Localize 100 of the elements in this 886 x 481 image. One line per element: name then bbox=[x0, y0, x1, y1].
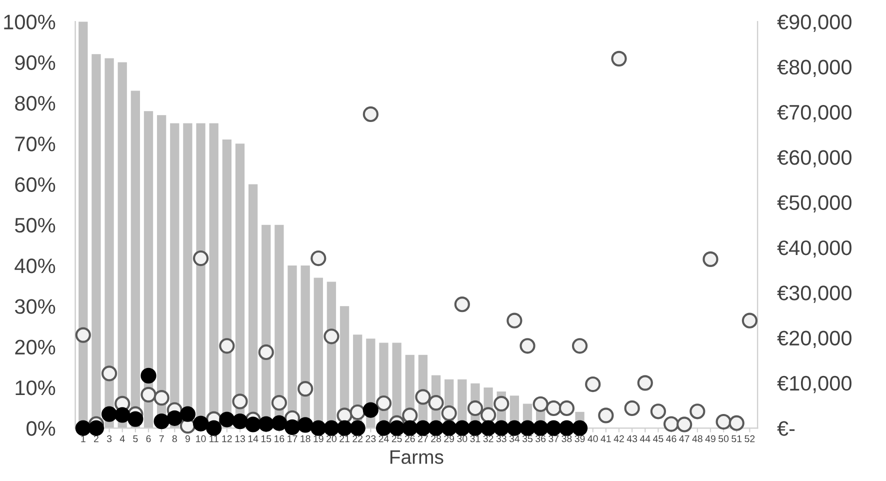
x-tick-label: 3 bbox=[106, 435, 112, 442]
x-tick-label: 27 bbox=[418, 435, 428, 442]
y-tick-label: 70% bbox=[15, 136, 56, 152]
point bbox=[232, 414, 248, 430]
x-tick-label: 34 bbox=[509, 435, 520, 442]
point bbox=[298, 380, 314, 397]
point bbox=[716, 414, 732, 430]
x-tick-label: 2 bbox=[94, 435, 98, 442]
x-tick-label: 16 bbox=[274, 435, 284, 442]
x-tick-label: 36 bbox=[536, 435, 546, 442]
point bbox=[362, 106, 378, 122]
x-tick-label: 20 bbox=[326, 435, 336, 442]
x-axis-title: Farms bbox=[390, 450, 444, 464]
point bbox=[690, 404, 706, 420]
point bbox=[128, 411, 144, 427]
point bbox=[428, 420, 444, 436]
point bbox=[520, 338, 536, 354]
x-tick-label: 14 bbox=[248, 435, 258, 442]
point bbox=[245, 416, 261, 432]
point bbox=[546, 420, 562, 436]
point bbox=[558, 400, 575, 416]
point bbox=[520, 420, 536, 436]
point bbox=[140, 386, 156, 402]
x-tick-label: 30 bbox=[457, 435, 468, 442]
x-tick-label: 15 bbox=[261, 435, 272, 442]
y-tick-label: 100% bbox=[4, 14, 56, 30]
point bbox=[298, 417, 314, 433]
point bbox=[441, 405, 457, 421]
point bbox=[663, 416, 680, 432]
point bbox=[75, 420, 91, 436]
point bbox=[219, 338, 235, 354]
point bbox=[441, 420, 457, 436]
x-tick-label: 32 bbox=[483, 435, 494, 442]
point bbox=[506, 420, 522, 436]
point bbox=[192, 416, 209, 432]
point bbox=[532, 420, 548, 436]
x-tick-label: 49 bbox=[705, 435, 716, 442]
x-tick-label: 22 bbox=[352, 435, 363, 442]
point bbox=[180, 406, 196, 422]
point bbox=[232, 394, 248, 410]
point bbox=[728, 415, 744, 431]
x-tick-label: 7 bbox=[159, 435, 164, 442]
point bbox=[166, 410, 182, 426]
x-tick-label: 44 bbox=[640, 435, 650, 442]
x-tick-label: 11 bbox=[210, 435, 218, 442]
y-tick-label: 90% bbox=[15, 55, 56, 70]
x-tick-label: 1 bbox=[81, 435, 86, 442]
point bbox=[572, 338, 588, 354]
point bbox=[310, 420, 326, 436]
point bbox=[598, 408, 614, 424]
point bbox=[271, 394, 288, 411]
x-tick-label: 37 bbox=[548, 435, 559, 442]
y-tick-label: 50% bbox=[15, 218, 56, 233]
x-tick-label: 45 bbox=[653, 435, 664, 442]
point bbox=[637, 375, 653, 391]
point bbox=[650, 404, 666, 420]
x-tick-label: 46 bbox=[666, 435, 676, 442]
point bbox=[572, 420, 588, 436]
x-tick-label: 17 bbox=[288, 435, 298, 442]
x-tick-label: 29 bbox=[444, 435, 454, 442]
point bbox=[402, 420, 418, 436]
point bbox=[376, 395, 392, 412]
y-tick-label: 40% bbox=[14, 258, 56, 274]
point bbox=[428, 394, 444, 411]
y-tick-label: 60% bbox=[15, 177, 56, 192]
x-tick-label: 39 bbox=[574, 435, 585, 442]
y-tick-label: 10% bbox=[16, 380, 56, 396]
y2-tick-label: €70,000 bbox=[777, 104, 852, 122]
bar bbox=[104, 58, 114, 428]
y2-tick-label: €60,000 bbox=[777, 150, 852, 168]
x-tick-label: 5 bbox=[133, 435, 138, 442]
point bbox=[140, 368, 156, 384]
point bbox=[336, 420, 352, 436]
point bbox=[271, 415, 288, 431]
point bbox=[742, 312, 758, 328]
y-tick-label: 80% bbox=[15, 96, 56, 111]
point bbox=[258, 344, 274, 360]
x-tick-label: 35 bbox=[522, 435, 533, 442]
bar bbox=[118, 62, 127, 428]
x-tick-label: 25 bbox=[392, 435, 402, 442]
point bbox=[480, 407, 496, 423]
x-tick-label: 6 bbox=[146, 435, 151, 442]
x-tick-label: 51 bbox=[732, 435, 742, 442]
point bbox=[415, 389, 431, 405]
y-tick-label: 30% bbox=[14, 299, 56, 314]
x-tick-label: 26 bbox=[404, 435, 415, 442]
x-tick-label: 28 bbox=[431, 435, 442, 442]
x-tick-label: 18 bbox=[300, 435, 310, 442]
point bbox=[454, 296, 470, 312]
point bbox=[702, 251, 718, 267]
point bbox=[219, 412, 235, 428]
x-tick-label: 12 bbox=[222, 435, 232, 442]
x-tick-label: 42 bbox=[614, 435, 624, 442]
point bbox=[546, 400, 562, 416]
point bbox=[389, 420, 405, 436]
x-tick-label: 47 bbox=[679, 435, 690, 442]
point bbox=[206, 420, 222, 436]
x-tick-label: 13 bbox=[235, 435, 245, 442]
x-tick-label: 9 bbox=[185, 435, 190, 442]
x-tick-label: 40 bbox=[588, 435, 598, 442]
